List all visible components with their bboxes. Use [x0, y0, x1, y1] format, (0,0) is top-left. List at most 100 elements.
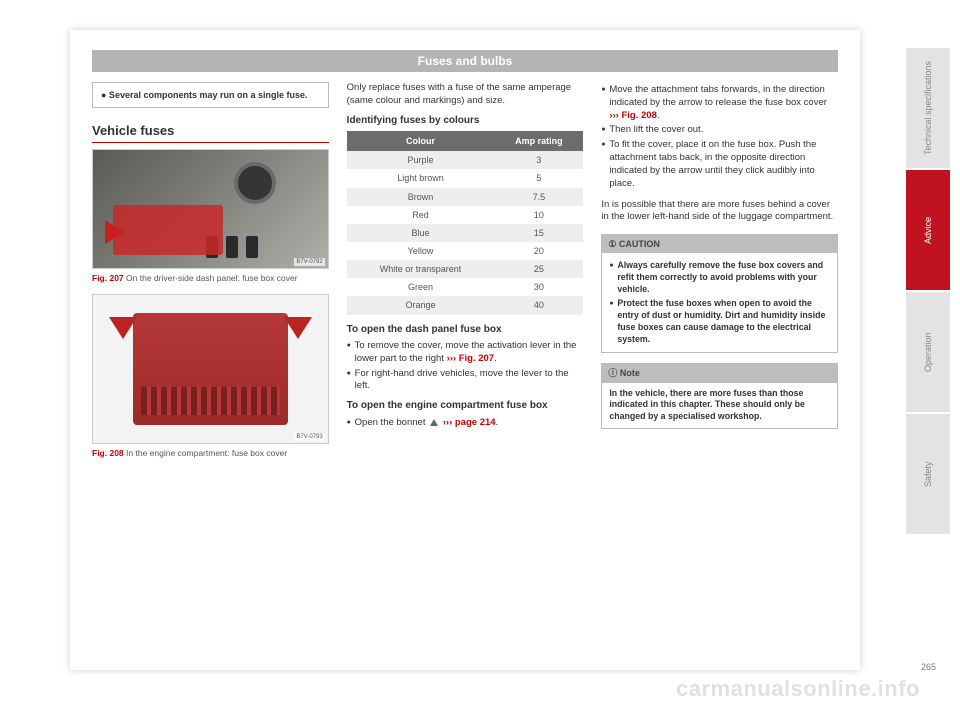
table-cell: 25: [494, 260, 583, 278]
bullet-item: Then lift the cover out.: [601, 124, 838, 137]
text: .: [657, 110, 660, 121]
figure-code: B7V-0793: [294, 433, 324, 441]
callout-title: ① CAUTION: [602, 235, 837, 253]
figure-207: B7V-0792: [92, 149, 329, 269]
fuse-colour-table: Colour Amp rating Purple3Light brown5Bro…: [347, 131, 584, 314]
table-cell: Blue: [347, 224, 495, 242]
table-row: Yellow20: [347, 242, 584, 260]
page-number: 265: [921, 662, 936, 672]
page-link[interactable]: ››› page 214: [443, 417, 496, 428]
figure-ref: Fig. 208: [92, 448, 124, 458]
page-header: Fuses and bulbs: [92, 50, 838, 72]
bullet-icon: [347, 340, 355, 366]
text: Open the bonnet: [355, 417, 426, 428]
table-cell: 7.5: [494, 188, 583, 206]
column-2: Only replace fuses with a fuse of the sa…: [347, 82, 584, 470]
table-row: Orange40: [347, 296, 584, 314]
bullet-item: For right-hand drive vehicles, move the …: [347, 368, 584, 394]
table-row: Brown7.5: [347, 188, 584, 206]
section-heading: Vehicle fuses: [92, 122, 329, 143]
table-cell: Brown: [347, 188, 495, 206]
table-row: Blue15: [347, 224, 584, 242]
table-row: Light brown5: [347, 169, 584, 187]
figure-caption-text: In the engine compartment: fuse box cove…: [126, 448, 287, 458]
column-3: Move the attachment tabs forwards, in th…: [601, 82, 838, 470]
bullet-icon: [601, 139, 609, 190]
table-cell: Yellow: [347, 242, 495, 260]
warning-icon: [430, 419, 438, 426]
figure-caption-text: On the driver-side dash panel: fuse box …: [126, 273, 298, 283]
bullet-text: To remove the cover, move the activation…: [355, 340, 584, 366]
bullet-icon: [601, 124, 609, 137]
figure-ref: Fig. 207: [92, 273, 124, 283]
bullet-text: Always carefully remove the fuse box cov…: [617, 260, 830, 296]
figure-208: B7V-0793: [92, 294, 329, 444]
bullet-item: Always carefully remove the fuse box cov…: [609, 260, 830, 296]
bullet-icon: [601, 84, 609, 122]
bullet-icon: [609, 260, 617, 296]
text: .: [496, 417, 499, 428]
bullet-icon: [347, 417, 355, 430]
bullet-text: Open the bonnet ››› page 214.: [355, 417, 499, 430]
table-cell: White or transparent: [347, 260, 495, 278]
bullet-icon: [609, 298, 617, 346]
figure-207-caption: Fig. 207 On the driver-side dash panel: …: [92, 273, 329, 284]
paragraph: In is possible that there are more fuses…: [601, 199, 838, 225]
tab-advice[interactable]: Advice: [906, 170, 950, 290]
table-cell: Green: [347, 278, 495, 296]
bullet-item: To remove the cover, move the activation…: [347, 340, 584, 366]
figure-link[interactable]: ››› Fig. 207: [447, 353, 495, 364]
table-cell: 3: [494, 151, 583, 169]
callout-body: In the vehicle, there are more fuses tha…: [602, 383, 837, 429]
table-cell: Light brown: [347, 169, 495, 187]
tab-tech-specs[interactable]: Technical specifications: [906, 48, 950, 168]
pedal-graphic: [246, 236, 258, 258]
callout-title: ⓘ Note: [602, 364, 837, 382]
table-cell: Purple: [347, 151, 495, 169]
table-cell: 30: [494, 278, 583, 296]
table-row: Red10: [347, 206, 584, 224]
table-row: Green30: [347, 278, 584, 296]
intro-text: Only replace fuses with a fuse of the sa…: [347, 82, 584, 108]
bullet-item: To fit the cover, place it on the fuse b…: [601, 139, 838, 190]
table-row: White or transparent25: [347, 260, 584, 278]
watermark: carmanualsonline.info: [676, 676, 920, 702]
subheading: To open the dash panel fuse box: [347, 323, 584, 337]
bullet-item: Open the bonnet ››› page 214.: [347, 417, 584, 430]
figure-208-caption: Fig. 208 In the engine compartment: fuse…: [92, 448, 329, 459]
table-cell: 15: [494, 224, 583, 242]
bullet-icon: [347, 368, 355, 394]
steering-wheel-graphic: [234, 162, 276, 204]
table-cell: 5: [494, 169, 583, 187]
table-body: Purple3Light brown5Brown7.5Red10Blue15Ye…: [347, 151, 584, 314]
arrow-down-icon: [284, 317, 312, 339]
table-cell: 10: [494, 206, 583, 224]
subheading: To open the engine compartment fuse box: [347, 399, 584, 413]
table-cell: Orange: [347, 296, 495, 314]
content-columns: ● Several components may run on a single…: [92, 82, 838, 470]
table-row: Purple3: [347, 151, 584, 169]
figure-code: B7V-0792: [294, 258, 324, 266]
page: Fuses and bulbs ● Several components may…: [70, 30, 860, 670]
tab-safety[interactable]: Safety: [906, 414, 950, 534]
table-header: Amp rating: [494, 131, 583, 151]
callout-body: Always carefully remove the fuse box cov…: [602, 253, 837, 352]
fuse-cover-highlight: [113, 205, 223, 255]
bullet-text: Protect the fuse boxes when open to avoi…: [617, 298, 830, 346]
tab-operation[interactable]: Operation: [906, 292, 950, 412]
bullet-text: For right-hand drive vehicles, move the …: [355, 368, 584, 394]
table-cell: Red: [347, 206, 495, 224]
bullet-text: Then lift the cover out.: [609, 124, 703, 137]
info-box: ● Several components may run on a single…: [92, 82, 329, 108]
figure-link[interactable]: ››› Fig. 208: [609, 110, 657, 121]
side-tabs: Technical specifications Advice Operatio…: [906, 48, 950, 536]
text: Move the attachment tabs forwards, in th…: [609, 84, 827, 108]
fuse-slots-graphic: [141, 387, 280, 415]
bullet-item: Move the attachment tabs forwards, in th…: [601, 84, 838, 122]
table-heading: Identifying fuses by colours: [347, 114, 584, 128]
arrow-icon: [105, 220, 125, 244]
pedal-graphic: [226, 236, 238, 258]
column-1: ● Several components may run on a single…: [92, 82, 329, 470]
bullet-text: Move the attachment tabs forwards, in th…: [609, 84, 838, 122]
arrow-down-icon: [109, 317, 137, 339]
